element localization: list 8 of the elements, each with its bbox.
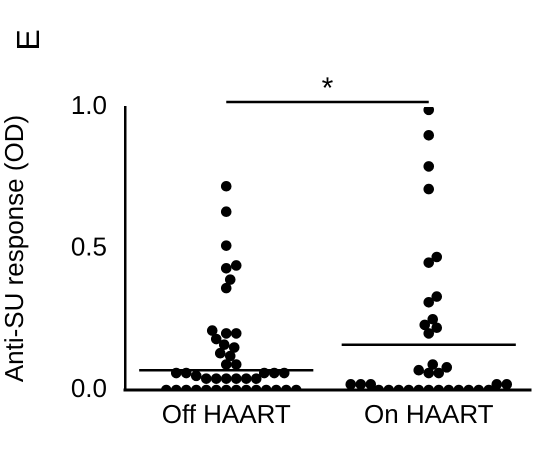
y-axis-title: Anti-SU response (OD) — [0, 114, 29, 382]
y-tick-label: 0.5 — [70, 232, 107, 262]
x-tick-label: On HAART — [364, 398, 494, 429]
x-tick-label: Off HAART — [162, 398, 291, 429]
text: E — [10, 29, 46, 51]
text: * — [322, 72, 334, 105]
y-tick-label: 1.0 — [70, 90, 107, 120]
y-tick-label: 0.0 — [70, 373, 107, 404]
